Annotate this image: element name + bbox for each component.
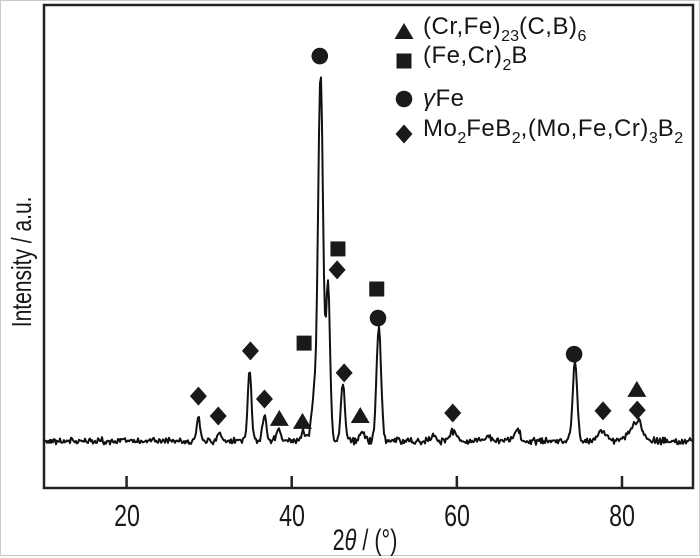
triangle-marker-icon (292, 412, 312, 429)
triangle-marker-icon (627, 380, 647, 397)
legend-label: γFe (423, 85, 465, 112)
x-tick-label: 20 (113, 498, 140, 533)
theta-symbol: θ (344, 524, 357, 557)
circle-marker-icon (395, 90, 413, 108)
legend: (Cr,Fe)23(C,B)6 (Fe,Cr)2B γFe Mo2FeB2,(Mo,F… (392, 1, 692, 161)
legend-label: (Cr,Fe)23(C,B)6 (423, 13, 587, 45)
square-marker-icon (396, 53, 412, 69)
diamond-marker-icon (241, 341, 259, 361)
diamond-marker-icon (628, 400, 646, 420)
x-axis-label-prefix: 2 (332, 524, 345, 557)
legend-item-triangle: (Cr,Fe)23(C,B)6 (392, 13, 586, 46)
diamond-marker-icon (209, 406, 227, 426)
legend-label: Mo2FeB2,(Mo,Fe,Cr)3B2 (423, 115, 684, 147)
legend-label: (Fe,Cr)2B (423, 42, 528, 74)
legend-item-diamond: Mo2FeB2,(Mo,Fe,Cr)3B2 (392, 115, 683, 148)
x-axis-label-suffix: / (°) (356, 524, 398, 557)
triangle-marker-icon (394, 23, 414, 39)
diamond-marker-icon (335, 363, 353, 383)
diamond-marker-icon (444, 403, 462, 423)
diamond-marker-icon (328, 260, 346, 280)
x-tick-label: 60 (443, 498, 470, 533)
square-marker-icon (330, 241, 346, 257)
triangle-marker-icon (350, 406, 370, 423)
triangle-marker-icon (269, 409, 289, 426)
circle-marker-icon (369, 309, 387, 327)
x-axis-label: 2θ / (°) (333, 524, 398, 558)
diamond-marker-icon (255, 389, 273, 409)
y-axis-label: Intensity / a.u. (6, 196, 37, 328)
plot-border (42, 3, 695, 490)
x-tick-label: 80 (609, 498, 635, 533)
x-tick-label: 40 (278, 498, 305, 533)
legend-item-circle: γFe (392, 85, 465, 113)
square-marker-icon (369, 281, 385, 297)
circle-marker-icon (565, 345, 583, 363)
square-marker-icon (296, 335, 312, 351)
diamond-marker-icon (395, 124, 413, 144)
legend-item-square: (Fe,Cr)2B (392, 42, 528, 75)
xrd-curve (44, 76, 693, 446)
diamond-marker-icon (189, 386, 207, 406)
circle-marker-icon (311, 47, 329, 65)
diamond-marker-icon (594, 401, 612, 421)
